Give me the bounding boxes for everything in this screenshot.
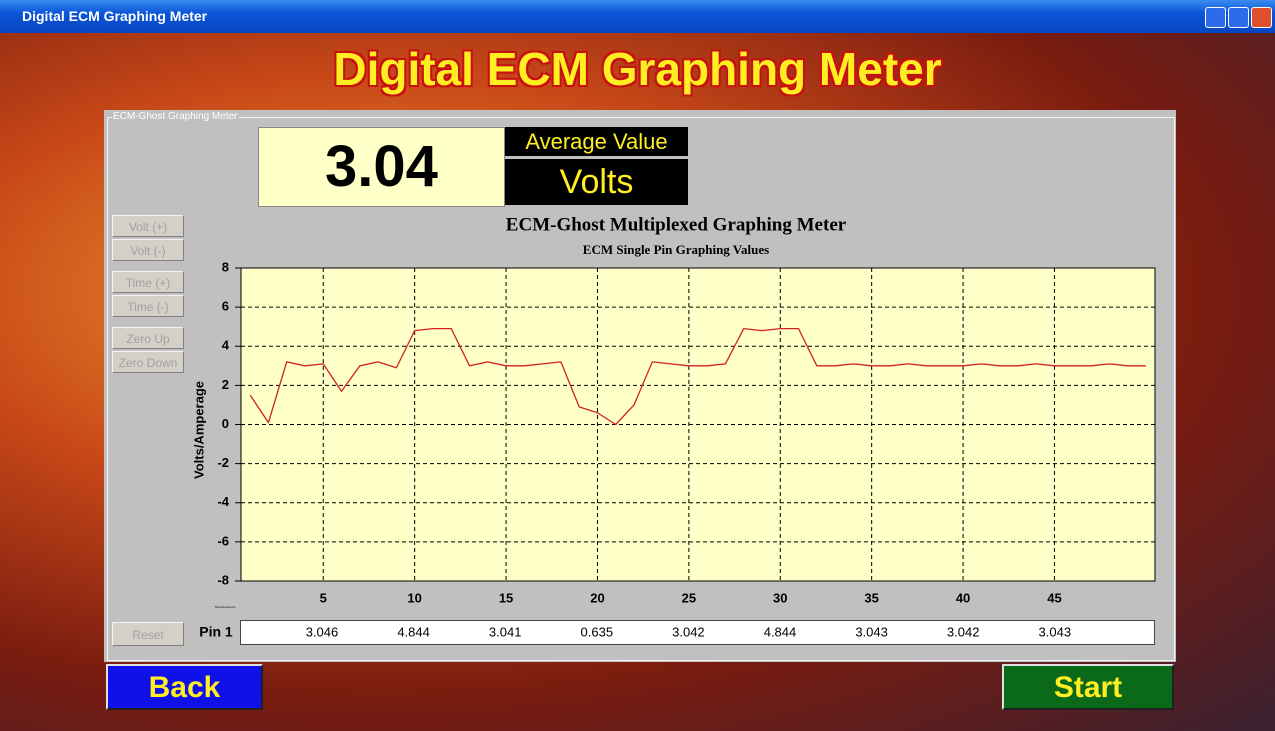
y-tick-label: -2 xyxy=(217,455,229,470)
y-tick-label: 4 xyxy=(222,338,230,353)
side-button[interactable]: Volt (+) xyxy=(112,215,184,237)
x-tick-label: 25 xyxy=(682,590,696,605)
chart-subtitle: ECM Single Pin Graphing Values xyxy=(583,242,769,257)
pin-value: 3.041 xyxy=(489,624,522,639)
y-tick-label: 2 xyxy=(222,377,229,392)
start-button[interactable]: Start xyxy=(1002,664,1174,710)
x-axis-label: Time/Frequency xyxy=(214,605,236,609)
pin-value: 3.042 xyxy=(947,624,980,639)
pin-value: 3.043 xyxy=(855,624,888,639)
x-tick-label: 5 xyxy=(320,590,327,605)
average-label: Average Value xyxy=(505,127,688,156)
data-line xyxy=(249,327,1146,426)
y-tick-label: -8 xyxy=(217,572,229,587)
side-button[interactable]: Time (-) xyxy=(112,295,184,317)
pin-value: 3.043 xyxy=(1039,624,1072,639)
side-button[interactable]: Volt (-) xyxy=(112,239,184,261)
pin-value: 0.635 xyxy=(581,624,614,639)
side-button[interactable]: Zero Down xyxy=(112,351,184,373)
side-button[interactable]: Time (+) xyxy=(112,271,184,293)
side-button[interactable]: Zero Up xyxy=(112,327,184,349)
unit-label: Volts xyxy=(505,159,688,205)
chart-title: ECM-Ghost Multiplexed Graphing Meter xyxy=(506,214,847,235)
x-tick-label: 40 xyxy=(956,590,970,605)
x-tick-label: 10 xyxy=(407,590,421,605)
app-title: Digital ECM Graphing Meter xyxy=(333,43,942,95)
x-tick-label: 20 xyxy=(590,590,604,605)
reset-button[interactable]: Reset xyxy=(112,622,184,646)
maximize-button[interactable] xyxy=(1228,7,1249,28)
pin-value: 3.042 xyxy=(672,624,705,639)
y-axis-label: Volts/Amperage xyxy=(191,381,206,479)
pin-value: 4.844 xyxy=(764,624,797,639)
back-button[interactable]: Back xyxy=(106,664,263,710)
y-tick-label: 0 xyxy=(222,416,229,431)
y-tick-label: 8 xyxy=(222,259,229,274)
title-bar: Digital ECM Graphing Meter xyxy=(0,0,1275,33)
group-label: ECM-Ghost Graphing Meter xyxy=(112,111,239,122)
y-tick-label: -6 xyxy=(217,533,229,548)
x-tick-label: 35 xyxy=(864,590,878,605)
average-value: 3.04 xyxy=(258,127,505,207)
pin-values-box xyxy=(240,620,1155,645)
y-tick-label: -4 xyxy=(217,494,229,509)
pin-label: Pin 1 xyxy=(199,624,233,640)
y-tick-label: 6 xyxy=(222,299,229,314)
pin-value: 3.046 xyxy=(306,624,339,639)
window-title: Digital ECM Graphing Meter xyxy=(22,8,208,24)
close-button[interactable] xyxy=(1251,7,1272,28)
x-tick-label: 30 xyxy=(773,590,787,605)
x-tick-label: 15 xyxy=(499,590,513,605)
x-tick-label: 45 xyxy=(1047,590,1061,605)
minimize-button[interactable] xyxy=(1205,7,1226,28)
pin-value: 4.844 xyxy=(397,624,430,639)
group-box xyxy=(107,117,1175,661)
